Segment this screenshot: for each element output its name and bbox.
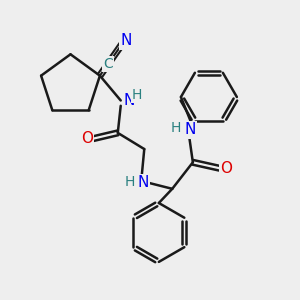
Text: C: C [103,57,113,71]
Text: H: H [132,88,142,102]
Text: N: N [137,175,148,190]
Text: H: H [171,122,181,136]
Text: N: N [123,93,134,108]
Text: N: N [184,122,196,137]
Text: O: O [81,131,93,146]
Text: H: H [125,175,135,189]
Text: O: O [220,161,232,176]
Text: N: N [121,33,132,48]
